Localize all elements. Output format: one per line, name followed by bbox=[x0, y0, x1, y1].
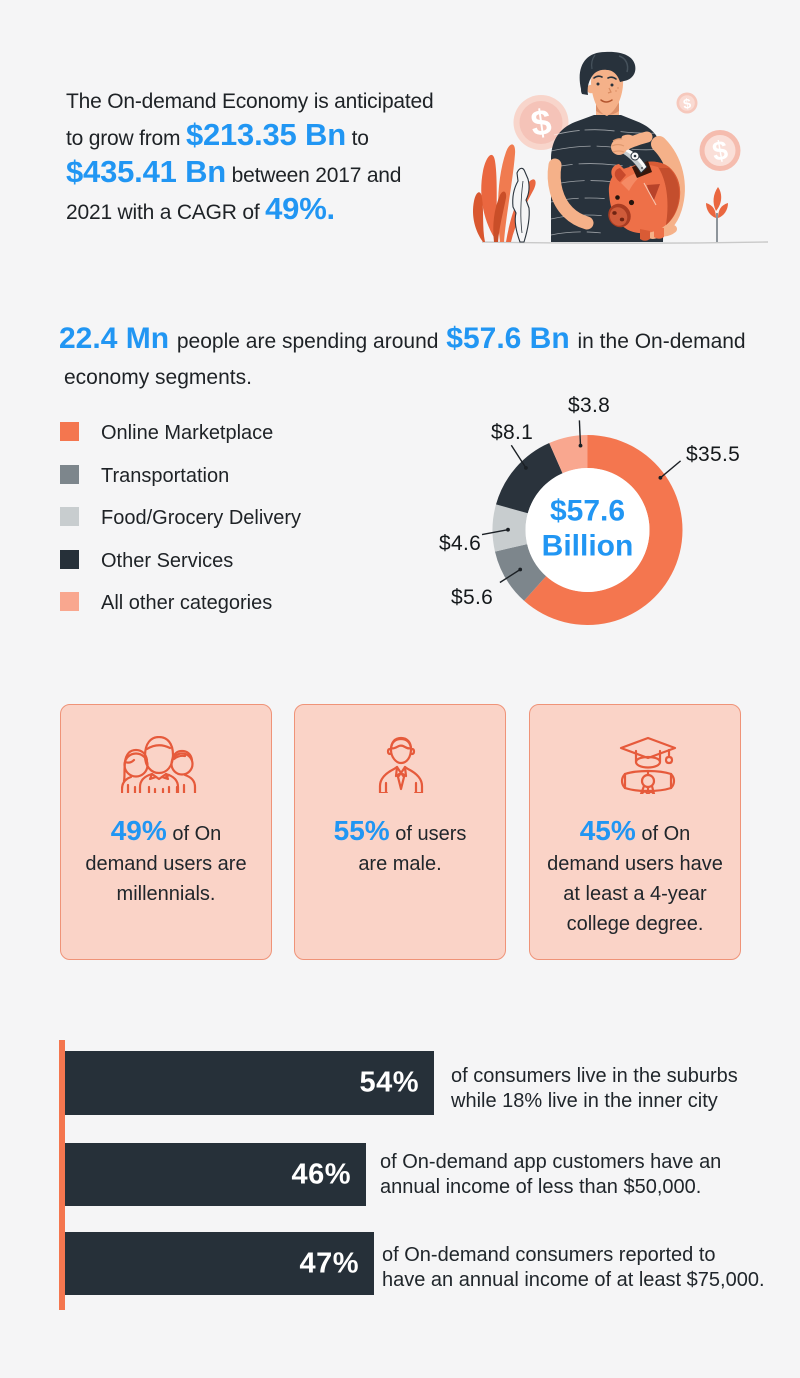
svg-text:Billion: Billion bbox=[542, 529, 634, 562]
svg-text:$: $ bbox=[710, 135, 730, 167]
svg-text:$: $ bbox=[682, 95, 692, 112]
svg-text:$57.6: $57.6 bbox=[550, 494, 625, 527]
